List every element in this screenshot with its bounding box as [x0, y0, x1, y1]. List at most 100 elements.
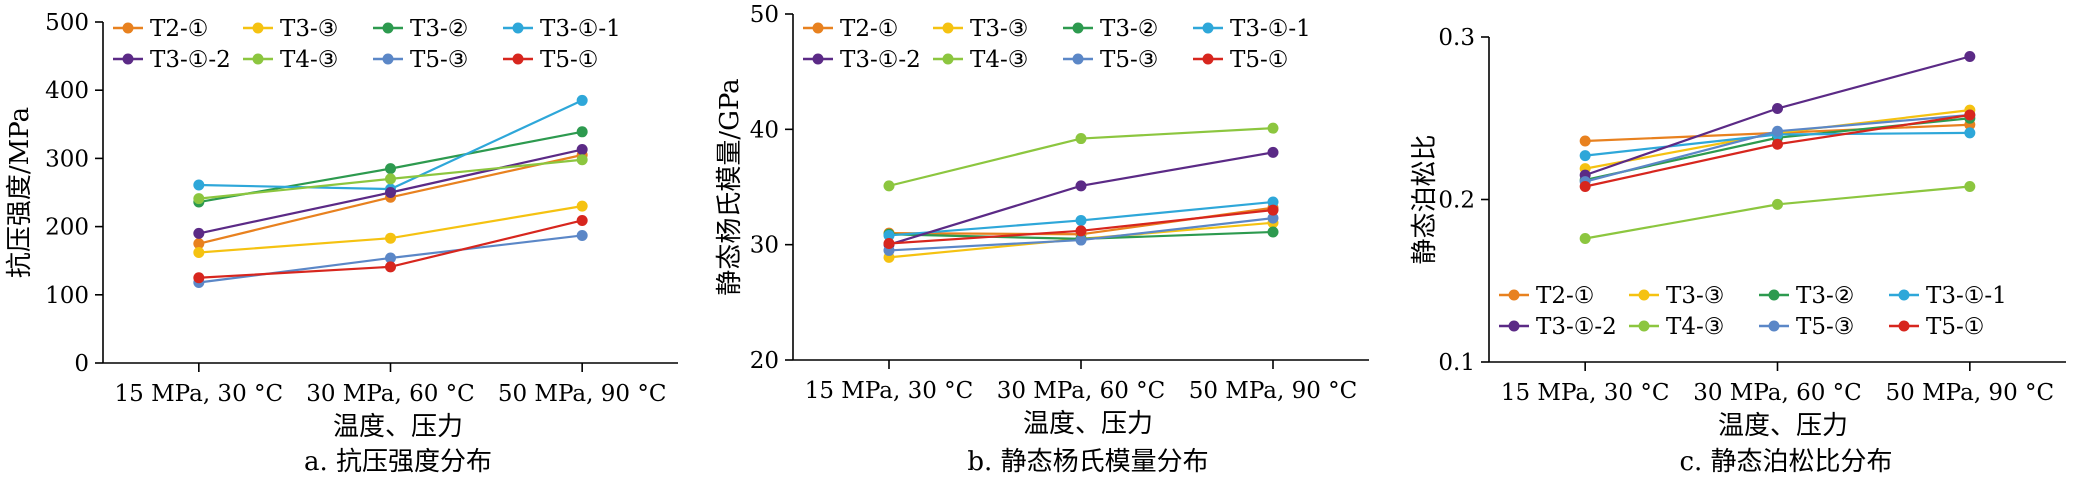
series-2	[193, 126, 588, 208]
x-axis-title: 温度、压力	[1023, 409, 1153, 439]
data-point	[576, 144, 588, 156]
legend-label: T2-①	[150, 16, 208, 42]
legend-swatch-marker	[1072, 22, 1084, 34]
legend-swatch-marker	[122, 53, 134, 65]
legend-swatch-marker	[1508, 320, 1520, 332]
y-tick-label: 30	[750, 233, 779, 259]
legend-item: T2-①	[113, 16, 208, 42]
legend-label: T5-③	[410, 47, 468, 73]
legend-swatch-marker	[942, 53, 954, 65]
series-3	[883, 196, 1279, 241]
legend-label: T5-①	[1230, 47, 1288, 73]
legend-swatch-marker	[1898, 320, 1910, 332]
legend-swatch-marker	[1202, 53, 1214, 65]
legend-swatch-marker	[252, 53, 264, 65]
legend-item: T2-①	[803, 16, 898, 42]
series-5	[1579, 181, 1976, 244]
data-point	[1772, 198, 1783, 210]
legend-swatch-marker	[942, 22, 954, 34]
data-point	[385, 173, 396, 185]
series-line	[1584, 113, 1970, 188]
legend-item: T5-③	[373, 47, 468, 73]
data-point	[1964, 181, 1976, 192]
x-axis-title: 温度、压力	[333, 412, 463, 442]
legend-swatch-marker	[382, 53, 394, 65]
legend-label: T4-③	[1666, 314, 1724, 340]
x-tick-label: 30 MPa, 60 °C	[306, 381, 475, 407]
series-4	[193, 144, 588, 239]
series-5	[193, 154, 588, 205]
data-point	[1267, 146, 1279, 158]
legend-item: T4-③	[243, 47, 338, 73]
legend: T2-① T3-③ T3-② T3-①-1 T3-①-2 T4-③ T5-③ T5-①	[1499, 283, 2007, 340]
data-point	[1579, 181, 1591, 192]
data-point	[576, 200, 588, 212]
data-point	[883, 180, 895, 192]
data-point	[1579, 150, 1591, 162]
legend-label: T3-①-1	[540, 16, 621, 42]
legend-item: T5-③	[1759, 314, 1854, 340]
data-point	[883, 229, 895, 241]
x-tick-label: 30 MPa, 60 °C	[997, 378, 1166, 404]
y-tick-label: 20	[750, 348, 779, 374]
legend-item: T3-②	[1063, 16, 1158, 42]
data-point	[1267, 226, 1279, 238]
y-axis-title: 抗压强度/MPa	[5, 107, 35, 278]
legend-label: T3-①-2	[150, 47, 231, 73]
y-axis-title: 静态泊松比	[1410, 134, 1440, 264]
data-point	[1579, 135, 1591, 147]
legend-label: T4-③	[280, 47, 338, 73]
data-point	[385, 252, 396, 264]
legend-item: T3-①-1	[1889, 283, 2007, 309]
data-point	[1075, 225, 1087, 237]
legend-label: T3-②	[1100, 16, 1158, 42]
series-line	[1584, 185, 1970, 240]
chart-panel-3: 0.1 0.2 0.3 15 MPa, 30 °C 30 MPa, 60 °C 50 MP…	[1410, 25, 2066, 477]
legend-swatch-marker	[1508, 289, 1520, 301]
legend-label: T5-③	[1100, 47, 1158, 73]
legend-label: T5-①	[1926, 314, 1984, 340]
y-tick-label: 0	[74, 351, 89, 377]
chart-caption: b. 静态杨氏模量分布	[967, 447, 1208, 477]
series-5	[883, 122, 1279, 192]
data-point	[1772, 138, 1783, 150]
legend-swatch-marker	[1072, 53, 1084, 65]
legend-swatch-marker	[1638, 320, 1650, 332]
legend-label: T3-②	[410, 16, 468, 42]
legend-item: T3-①-1	[1193, 16, 1311, 42]
data-point	[1964, 51, 1976, 62]
legend-swatch-marker	[512, 53, 524, 65]
legend-item: T3-①-2	[1499, 314, 1617, 340]
data-point	[193, 227, 205, 239]
legend-item: T3-①-1	[503, 16, 621, 42]
legend-label: T5-③	[1796, 314, 1854, 340]
y-axis-title: 静态杨氏模量/GPa	[715, 78, 745, 295]
chart-panel-1: 0 100 200 300 400 500 15 MPa, 30 °C 30 MPa, 60 …	[5, 10, 678, 477]
data-point	[576, 94, 588, 106]
legend-swatch-marker	[1768, 289, 1780, 301]
legend-label: T3-①-1	[1230, 16, 1311, 42]
legend-item: T3-②	[373, 16, 468, 42]
data-point	[1964, 127, 1976, 139]
legend-swatch-marker	[512, 22, 524, 34]
data-point	[883, 238, 895, 250]
legend-swatch-marker	[1638, 289, 1650, 301]
data-point	[1579, 233, 1591, 244]
data-point	[1772, 125, 1783, 137]
x-tick-label: 15 MPa, 30 °C	[805, 378, 974, 404]
legend-swatch-marker	[812, 53, 824, 65]
data-point	[576, 229, 588, 241]
legend-label: T5-①	[540, 47, 598, 73]
legend-swatch-marker	[382, 22, 394, 34]
legend-swatch-marker	[122, 22, 134, 34]
legend-item: T5-①	[1193, 47, 1288, 73]
legend: T2-① T3-③ T3-② T3-①-1 T3-①-2 T4-③ T5-③ T5-①	[113, 16, 621, 73]
legend-label: T3-③	[280, 16, 338, 42]
legend-label: T3-③	[1666, 283, 1724, 309]
data-point	[1075, 214, 1087, 226]
legend-label: T3-①-2	[1536, 314, 1617, 340]
y-tick-label: 50	[750, 2, 779, 28]
legend-item: T3-③	[933, 16, 1028, 42]
data-point	[385, 232, 396, 244]
legend-label: T3-①-1	[1926, 283, 2007, 309]
